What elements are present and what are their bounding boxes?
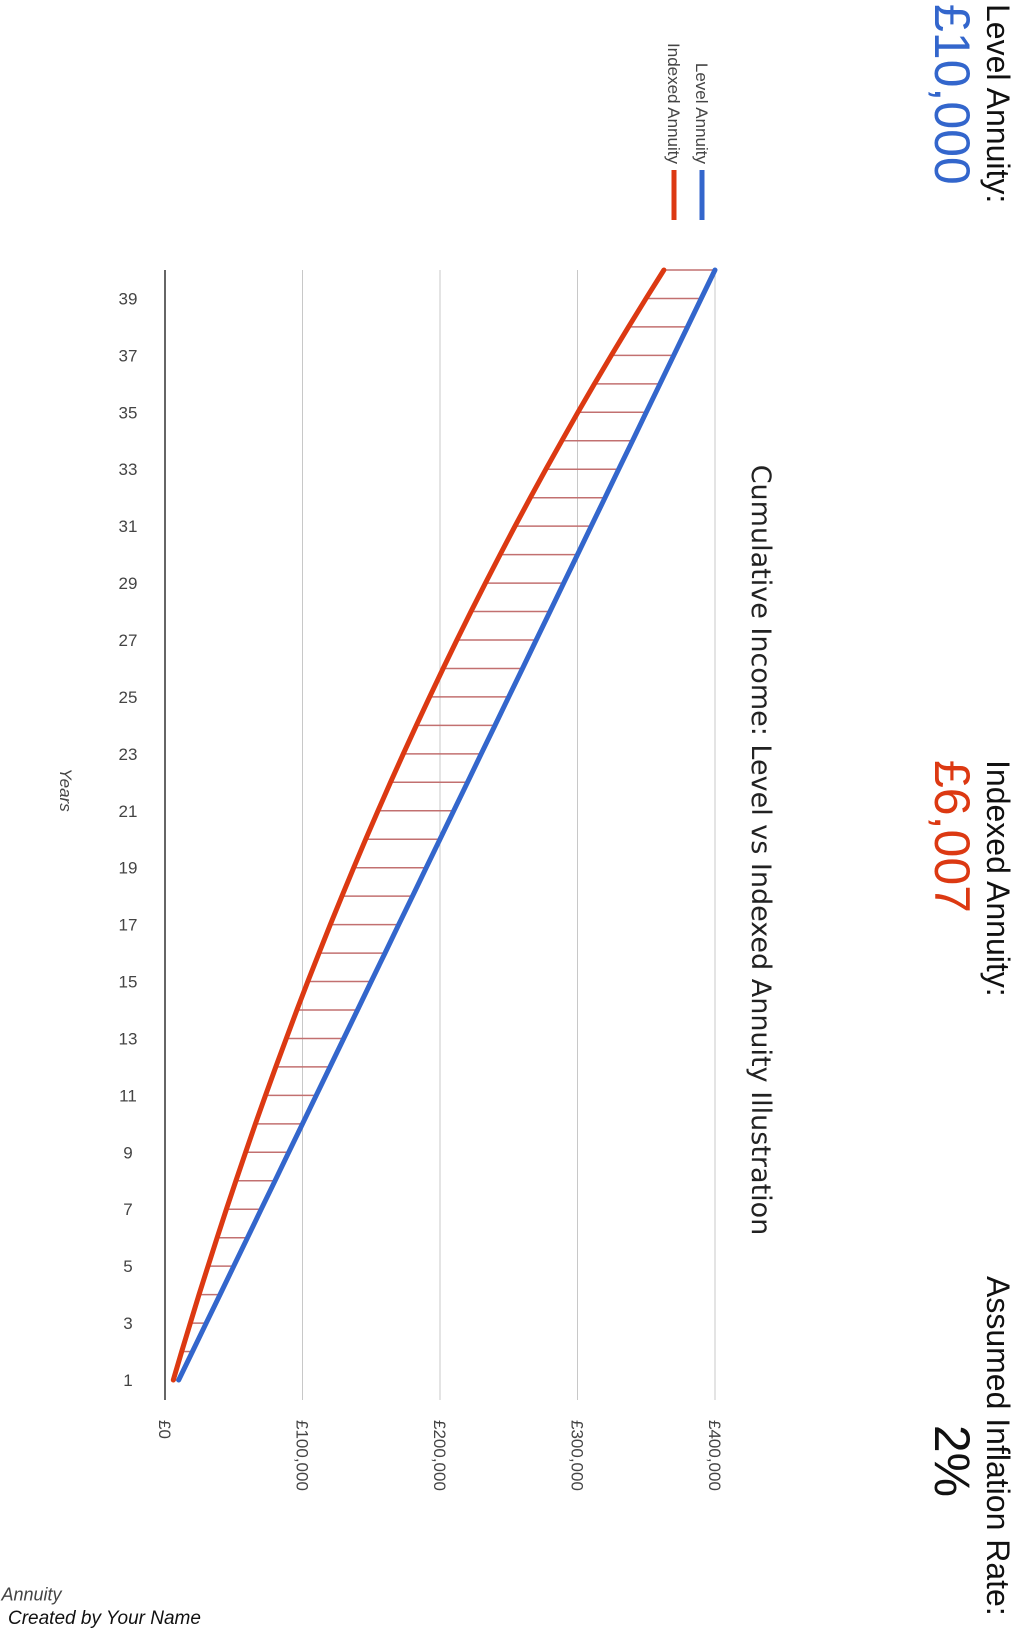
x-tick-label: 29	[119, 574, 138, 593]
x-tick-label: 37	[119, 346, 138, 365]
chart-title: Cumulative Income: Level vs Indexed Annu…	[745, 465, 776, 1236]
x-tick-label: 11	[119, 1086, 137, 1105]
x-axis-label: Years	[56, 768, 75, 812]
legend-label: Indexed Annuity	[664, 43, 683, 164]
x-tick-label: 21	[119, 802, 138, 821]
y-axis-label-wrap: Annuity	[1, 1565, 61, 1649]
difference-hatching	[173, 269, 715, 1381]
x-tick-label: 17	[119, 916, 138, 935]
x-tick-label: 1	[123, 1371, 132, 1390]
x-tick-label: 23	[119, 745, 138, 764]
x-tick-label: 5	[123, 1257, 132, 1276]
x-tick-label: 27	[119, 631, 138, 650]
level-annuity-line	[176, 267, 718, 1383]
credit-text: Created by Your Name	[8, 1608, 201, 1629]
x-tick-label: 7	[123, 1200, 132, 1219]
x-tick-label: 31	[119, 517, 138, 536]
y-tick-label: £100,000	[293, 1420, 312, 1491]
x-tick-label: 15	[119, 973, 138, 992]
y-tick-label: £200,000	[430, 1420, 449, 1491]
y-axis-ticks: £0 £100,000 £200,000 £300,000 £400,000	[155, 1420, 724, 1491]
x-tick-label: 39	[119, 289, 138, 308]
indexed-annuity-line	[170, 267, 667, 1383]
y-tick-label: £400,000	[705, 1420, 724, 1491]
legend-label: Level Annuity	[692, 63, 711, 165]
x-tick-label: 25	[119, 688, 138, 707]
series-lines	[170, 267, 718, 1383]
y-axis-label: Annuity	[1, 1584, 62, 1605]
x-tick-label: 33	[119, 460, 138, 479]
legend: Level Annuity Indexed Annuity	[664, 43, 711, 220]
y-tick-label: £0	[155, 1420, 174, 1439]
y-tick-label: £300,000	[568, 1420, 587, 1491]
x-tick-label: 19	[119, 859, 138, 878]
x-tick-label: 13	[119, 1029, 138, 1048]
x-tick-label: 3	[123, 1314, 132, 1333]
x-tick-label: 35	[119, 403, 138, 422]
x-tick-label: 9	[123, 1143, 132, 1162]
